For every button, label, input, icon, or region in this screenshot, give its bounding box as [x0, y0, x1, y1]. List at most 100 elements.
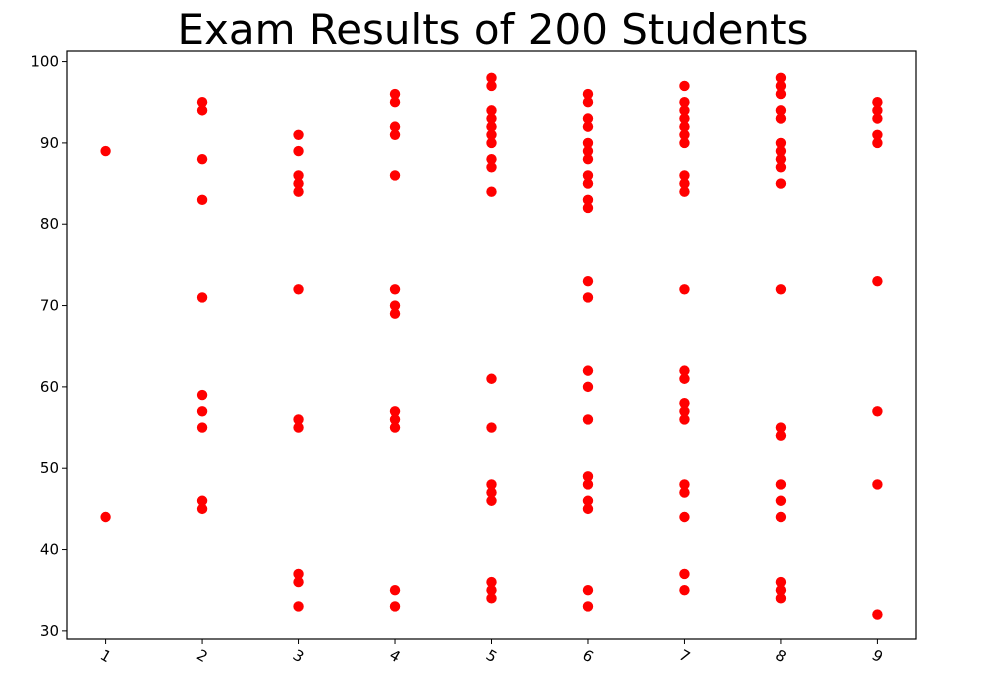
scatter-point — [582, 170, 594, 181]
y-tick-label: 100 — [30, 53, 59, 71]
scatter-point — [775, 479, 787, 490]
scatter-point — [775, 153, 787, 165]
scatter-point — [389, 129, 401, 140]
scatter-point — [486, 105, 497, 116]
x-tick-label: 3 — [290, 646, 307, 666]
scatter-point — [582, 381, 594, 393]
scatter-point — [196, 406, 208, 417]
scatter-point — [775, 80, 787, 92]
scatter-point — [872, 97, 883, 108]
y-axis: 30 40 50 60 70 80 90 100 — [30, 53, 67, 640]
scatter-point — [196, 495, 208, 506]
x-tick-label: 5 — [483, 646, 500, 666]
scatter-point — [486, 576, 497, 588]
scatter-point — [775, 145, 787, 157]
scatter-point — [775, 585, 787, 596]
x-tick-label: 1 — [97, 646, 114, 666]
y-tick-label: 50 — [40, 459, 59, 477]
scatter-point — [293, 576, 304, 588]
scatter-point — [582, 202, 594, 214]
scatter-point — [582, 479, 594, 490]
scatter-point — [389, 284, 401, 295]
scatter-point — [293, 568, 304, 580]
scatter-point — [775, 162, 787, 173]
scatter-point — [389, 601, 401, 612]
y-tick-label: 80 — [40, 215, 59, 233]
scatter-point — [775, 178, 787, 189]
x-tick-label: 2 — [193, 646, 210, 666]
scatter-point — [679, 80, 690, 92]
data-points — [100, 72, 883, 620]
scatter-point — [582, 97, 594, 108]
scatter-point — [679, 129, 690, 140]
scatter-point — [679, 487, 690, 498]
plot-area-frame — [66, 50, 917, 640]
scatter-point — [679, 186, 690, 197]
chart-title: Exam Results of 200 Students — [178, 5, 809, 54]
y-tick-label: 30 — [40, 622, 59, 640]
scatter-point — [293, 601, 304, 612]
scatter-point — [679, 414, 690, 425]
scatter-point — [486, 593, 497, 604]
scatter-point — [486, 186, 497, 197]
scatter-point — [293, 414, 304, 425]
x-tick-label: 7 — [676, 646, 693, 666]
scatter-point — [582, 88, 594, 100]
scatter-point — [486, 162, 497, 173]
scatter-point — [486, 479, 497, 490]
scatter-point — [582, 178, 594, 189]
scatter-point — [100, 511, 111, 523]
scatter-point — [582, 145, 594, 157]
scatter-point — [872, 105, 883, 116]
scatter-point — [196, 194, 208, 206]
scatter-point — [679, 113, 690, 124]
x-tick-label: 9 — [869, 646, 886, 666]
scatter-point — [679, 511, 690, 523]
scatter-point — [582, 275, 594, 287]
scatter-point — [582, 121, 594, 132]
scatter-point — [389, 97, 401, 108]
scatter-point — [872, 113, 883, 124]
scatter-point — [775, 105, 787, 116]
scatter-point — [679, 137, 690, 149]
scatter-point — [872, 609, 883, 620]
scatter-point — [775, 430, 787, 441]
x-tick-label: 8 — [772, 646, 789, 666]
scatter-point — [196, 105, 208, 116]
scatter-point — [486, 129, 497, 140]
scatter-point — [486, 373, 497, 384]
scatter-point — [582, 503, 594, 515]
scatter-point — [775, 422, 787, 433]
scatter-point — [196, 153, 208, 165]
scatter-point — [775, 72, 787, 84]
y-tick-label: 90 — [40, 134, 59, 152]
scatter-point — [775, 576, 787, 588]
scatter-point — [196, 389, 208, 401]
scatter-point — [582, 153, 594, 165]
scatter-point — [293, 284, 304, 295]
scatter-point — [582, 495, 594, 506]
scatter-point — [872, 275, 883, 287]
scatter-point — [679, 397, 690, 409]
scatter-point — [389, 585, 401, 596]
scatter-point — [679, 97, 690, 108]
scatter-point — [679, 365, 690, 376]
scatter-point — [582, 292, 594, 303]
scatter-point — [389, 414, 401, 425]
scatter-point — [582, 113, 594, 124]
scatter-point — [389, 88, 401, 100]
scatter-point — [486, 72, 497, 84]
y-tick-label: 60 — [40, 378, 59, 396]
scatter-point — [389, 300, 401, 311]
scatter-point — [293, 178, 304, 189]
scatter-point — [196, 422, 208, 433]
y-tick-label: 40 — [40, 541, 59, 559]
x-tick-label: 4 — [386, 646, 403, 666]
scatter-point — [582, 471, 594, 482]
scatter-point — [196, 503, 208, 515]
scatter-point — [582, 414, 594, 425]
y-tick-label: 70 — [40, 297, 59, 315]
scatter-point — [389, 170, 401, 181]
scatter-point — [486, 585, 497, 596]
